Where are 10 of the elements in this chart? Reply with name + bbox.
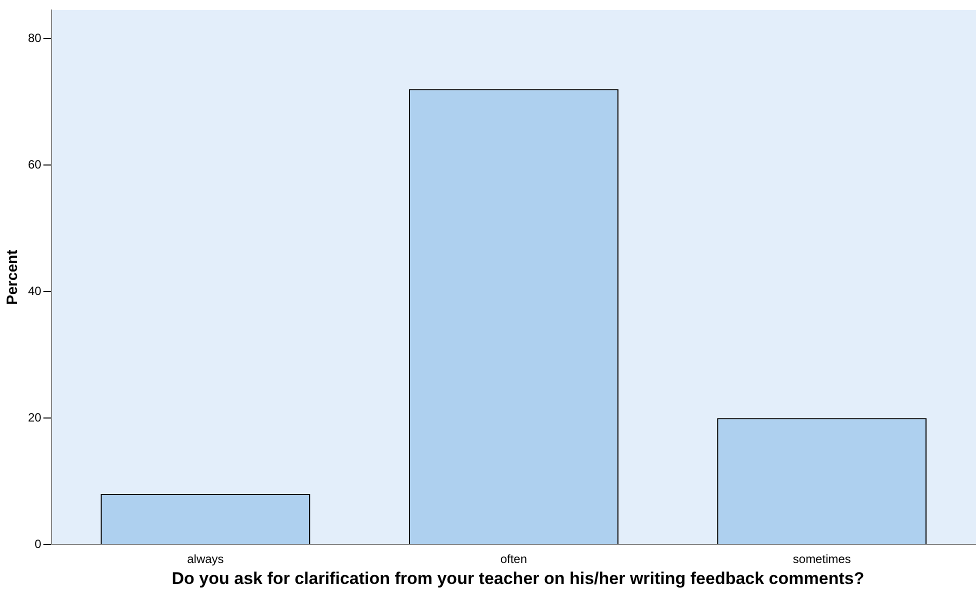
x-tick-label: always xyxy=(187,552,224,566)
y-tick-label: 40 xyxy=(28,284,42,298)
y-tick-label: 0 xyxy=(34,536,42,551)
x-axis-title: Do you ask for clarification from your teacher on his/her writing feedback comments? xyxy=(170,569,866,588)
y-tick-label: 80 xyxy=(28,30,42,45)
x-tick-label: sometimes xyxy=(792,552,851,566)
y-tick-label: 60 xyxy=(28,157,42,172)
y-axis-title: Percent xyxy=(4,250,22,305)
y-tick-label: 20 xyxy=(28,410,42,424)
x-tick-label: often xyxy=(500,552,528,566)
